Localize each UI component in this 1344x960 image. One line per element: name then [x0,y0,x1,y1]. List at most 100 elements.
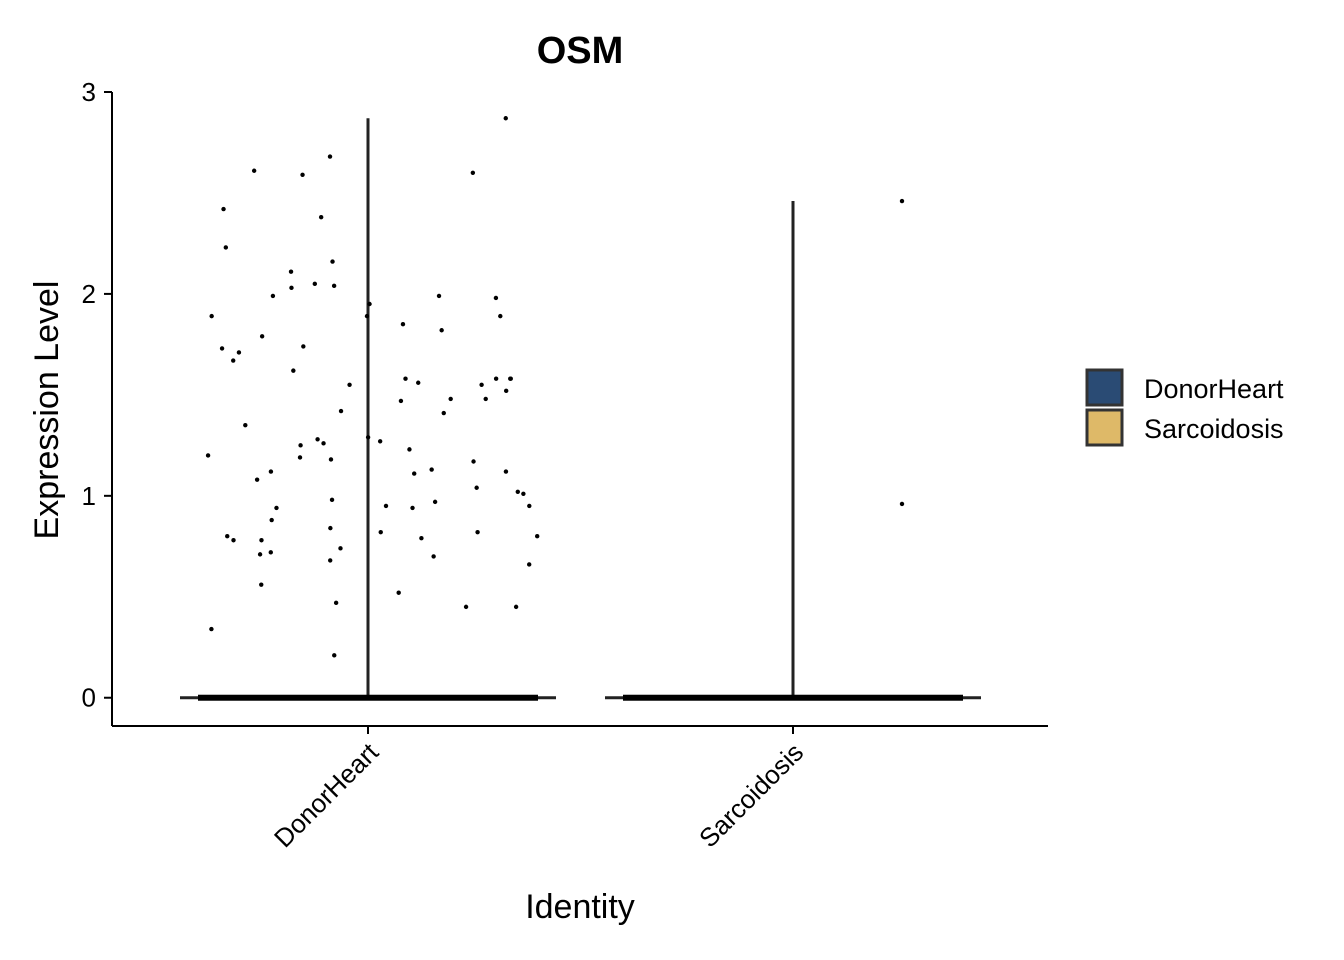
data-point [259,538,264,543]
data-point [448,396,453,402]
data-point [377,439,383,444]
data-point [365,435,371,440]
data-point [383,503,389,509]
data-point [498,313,503,319]
data-point [474,485,479,490]
data-point [327,154,333,159]
data-point [367,301,372,307]
data-point [225,534,230,539]
x-tick-label: DonorHeart [268,736,385,853]
data-point [407,447,412,452]
data-point [328,558,333,563]
data-point [328,525,333,531]
data-point [321,441,326,446]
data-point [436,293,442,299]
data-point [328,457,334,462]
data-point [221,206,226,212]
data-point [330,259,335,264]
data-point [259,582,264,587]
jitter-points-layer [198,116,963,701]
data-point [470,170,476,175]
data-point [347,382,352,387]
data-point [483,396,488,402]
y-tick-label: 3 [82,77,96,107]
y-axis: 0 1 2 3 [82,77,113,726]
y-tick-label: 0 [82,683,96,713]
data-point [291,368,296,373]
data-point [270,293,276,299]
y-tick-label: 2 [82,279,96,309]
data-point [231,358,236,363]
data-point [503,116,508,121]
data-point [441,410,446,416]
data-point [288,269,294,274]
data-point [274,505,279,511]
data-point [219,346,225,351]
data-point [301,344,306,349]
data-point [364,313,370,319]
data-point [332,653,337,658]
data-point [243,422,248,428]
data-point [416,380,421,385]
data-point [338,546,343,551]
x-axis-title: Identity [525,888,635,926]
data-point [333,600,339,606]
data-point [899,501,905,507]
data-point [419,536,424,541]
x-axis: DonorHeart Sarcoidosis [112,725,1048,853]
legend-swatch-donorheart [1085,368,1124,407]
legend-label: Sarcoidosis [1144,414,1284,444]
data-point [331,283,337,289]
data-point [268,469,274,474]
data-point [300,172,305,177]
data-point [209,626,214,632]
data-point [521,491,526,497]
data-point [432,499,438,505]
data-point [493,295,499,301]
legend-label: DonorHeart [1144,374,1284,404]
data-point [471,459,476,464]
data-point [289,285,294,291]
data-point [493,376,499,381]
data-point [515,489,520,494]
data-point [297,455,303,460]
data-point [205,453,211,458]
legend-swatch-sarcoidosis [1085,408,1124,447]
data-point [236,350,242,355]
data-point [429,467,434,472]
data-point [899,198,905,204]
data-point [257,552,263,557]
data-point [312,281,318,287]
data-point [503,469,509,474]
data-point [315,437,320,442]
data-point [269,517,274,523]
chart-title: OSM [537,30,624,72]
data-point [527,503,532,509]
violin-layer [180,118,981,700]
data-point [378,529,383,535]
data-point [410,505,415,511]
data-point [479,382,484,387]
data-point [329,497,335,503]
data-point [231,538,236,543]
data-point [463,604,469,610]
data-point [412,471,417,476]
data-point [223,245,229,250]
data-point [298,443,303,448]
data-point [431,554,436,559]
data-point [526,562,532,567]
data-point [268,550,273,555]
data-point [439,328,444,333]
data-point [503,388,509,394]
data-point [535,534,540,539]
data-point [259,334,265,339]
data-point [251,168,257,173]
data-point [398,398,404,404]
data-point [396,590,401,595]
data-point [338,408,344,414]
data-point [475,529,480,535]
zero-points-band [198,694,538,701]
data-point [209,313,214,319]
y-tick-label: 1 [82,481,96,511]
